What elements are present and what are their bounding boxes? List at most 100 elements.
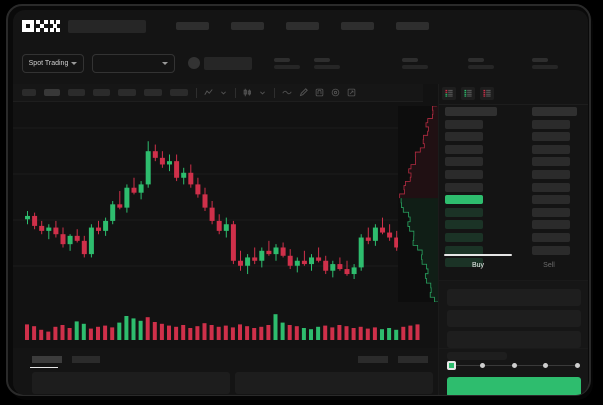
trading-mode-select[interactable]: Spot Trading [22, 53, 84, 73]
bottom-content-panel-right [235, 372, 433, 394]
chart-type-icon[interactable] [243, 88, 252, 97]
ticker-stat-value [402, 64, 428, 69]
nav-item-1[interactable] [231, 22, 264, 30]
orderbook-row-left[interactable] [445, 144, 483, 154]
orderbook-row-left[interactable] [445, 170, 483, 179]
chevron-down-icon [162, 61, 168, 65]
ticker-stat-label [314, 57, 330, 62]
pencil-icon[interactable] [299, 88, 308, 97]
ticker-stat-3 [468, 57, 494, 69]
orderbook-row-right[interactable] [532, 207, 570, 217]
orderbook-row-right[interactable] [532, 119, 570, 129]
order-form-field-2[interactable] [447, 331, 581, 348]
pair-select-dropdown[interactable] [92, 53, 175, 73]
timeframe-button-0[interactable] [22, 89, 36, 96]
orderbook-row-left[interactable] [445, 220, 483, 230]
orderbook-row-left[interactable] [445, 258, 483, 268]
ticker-stat-value [274, 64, 300, 69]
orderbook-row-right[interactable] [532, 170, 570, 179]
candlestick-chart-svg [13, 127, 423, 280]
timeframe-button-4[interactable] [118, 89, 136, 96]
coin-avatar-icon [188, 57, 200, 69]
nav-item-2[interactable] [286, 22, 319, 30]
slider-stop-2[interactable] [511, 363, 517, 368]
orderbook-row-right[interactable] [532, 195, 570, 205]
orderbook-row-right[interactable] [532, 144, 570, 154]
chevron-down-icon[interactable] [220, 89, 227, 96]
orderbook-row-left[interactable] [445, 119, 483, 129]
toolbar-divider [235, 87, 236, 98]
market-depth-overlay[interactable] [398, 106, 439, 302]
orderbook-and-trade-panel: Buy Sell [438, 84, 588, 395]
magnet-icon[interactable] [315, 88, 324, 97]
ticker-stat-value [532, 64, 558, 69]
ticker-stat-4 [532, 57, 558, 69]
settings-icon[interactable] [331, 88, 340, 97]
ticker-stat-value [468, 64, 494, 69]
timeframe-button-5[interactable] [144, 89, 162, 96]
order-form-field-0[interactable] [447, 289, 581, 306]
market-depth-svg [398, 106, 439, 302]
slider-stop-3[interactable] [543, 363, 548, 368]
timeframe-button-1[interactable] [44, 89, 60, 96]
search-input[interactable] [68, 19, 146, 33]
ticker-stat-value [314, 64, 340, 69]
indicators-icon[interactable] [204, 88, 213, 97]
orderbook-asks-icon[interactable] [480, 87, 494, 100]
orderbook-row-right[interactable] [532, 245, 570, 255]
orderbook-row-left[interactable] [445, 132, 483, 142]
orderbook-row-right[interactable] [532, 220, 570, 230]
timeframe-button-6[interactable] [170, 89, 188, 96]
orderbook-row-right[interactable] [532, 182, 570, 192]
volume-histogram[interactable] [13, 300, 423, 348]
orderbook-row-right[interactable] [532, 107, 577, 116]
slider-handle[interactable] [446, 361, 456, 370]
bottom-action-1[interactable] [398, 356, 428, 363]
order-form-field-1[interactable] [447, 310, 581, 327]
bottom-action-0[interactable] [358, 356, 388, 363]
candlestick-chart[interactable] [13, 102, 423, 300]
bottom-content-panel-left [32, 372, 230, 394]
top-navigation-bar [13, 10, 588, 42]
slider-stop-1[interactable] [480, 363, 485, 368]
orderbook-row-left[interactable] [445, 233, 483, 242]
nav-item-4[interactable] [396, 22, 429, 30]
orderbook-rows[interactable] [439, 107, 588, 272]
trading-app-window: Spot Trading [13, 10, 588, 395]
bottom-tab-active-underline [30, 367, 58, 368]
fullscreen-icon[interactable] [347, 88, 356, 97]
chevron-down-icon [71, 61, 78, 65]
orderbook-row-left[interactable] [445, 207, 483, 217]
timeframe-button-3[interactable] [93, 89, 110, 96]
chevron-down-icon[interactable] [259, 89, 266, 96]
ticker-stat-1 [314, 57, 340, 69]
orderbook-both-icon[interactable] [442, 87, 456, 100]
orderbook-bids-icon[interactable] [461, 87, 475, 100]
orderbook-row-left[interactable] [445, 157, 483, 167]
orderbook-row-left[interactable] [445, 182, 483, 192]
tab-buy[interactable]: Buy [471, 262, 485, 269]
orderbook-row-right[interactable] [532, 233, 570, 242]
timeframe-button-2[interactable] [68, 89, 85, 96]
nav-item-3[interactable] [341, 22, 374, 30]
submit-buy-button[interactable] [447, 377, 581, 395]
orderbook-row-right[interactable] [532, 157, 570, 167]
orderbook-row-left[interactable] [445, 107, 497, 116]
nav-item-0[interactable] [176, 22, 209, 30]
okx-logo-icon[interactable] [22, 20, 60, 32]
amount-percentage-slider[interactable] [446, 361, 581, 371]
bottom-tab-0[interactable] [32, 356, 62, 363]
orderbook-row-right[interactable] [532, 132, 570, 142]
chart-toolbar [13, 84, 423, 102]
orderbook-row-left[interactable] [445, 245, 483, 255]
order-form-field-3[interactable] [447, 352, 507, 360]
tab-sell[interactable]: Sell [543, 262, 555, 269]
orderbook-view-modes [442, 87, 494, 100]
trading-mode-label: Spot Trading [28, 59, 69, 67]
slider-stop-4[interactable] [574, 363, 580, 368]
wave-line-icon[interactable] [282, 88, 292, 97]
bottom-tab-1[interactable] [72, 356, 100, 363]
orderbook-row-left[interactable] [445, 195, 483, 205]
bottom-orders-panel [13, 348, 438, 395]
